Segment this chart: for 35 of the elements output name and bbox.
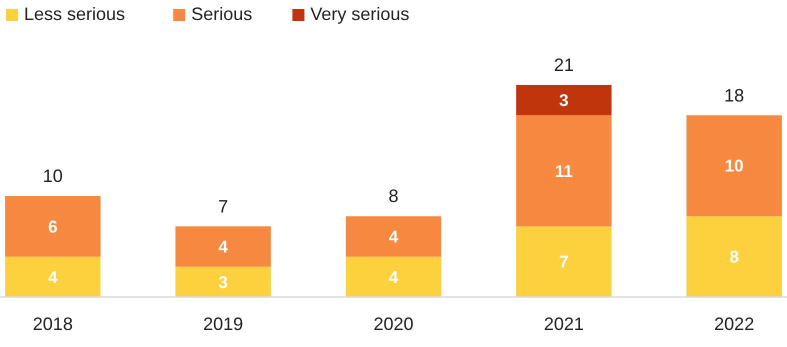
data-label: 6: [48, 217, 58, 236]
data-label: 3: [218, 272, 228, 292]
bar: [175, 266, 271, 297]
total-label: 8: [388, 186, 399, 206]
data-label: 10: [724, 156, 744, 176]
bar: [516, 226, 612, 297]
legend-label: Serious: [191, 4, 252, 24]
data-label: 11: [554, 162, 573, 181]
data-label: 4: [388, 268, 399, 287]
bar: [516, 85, 612, 116]
data-label: 3: [559, 91, 569, 110]
total-label: 21: [554, 55, 574, 75]
data-label: 8: [729, 248, 739, 267]
bar: [5, 196, 101, 257]
x-tick-label: 2021: [544, 314, 584, 334]
x-tick-label: 2020: [373, 314, 414, 334]
bar: [346, 216, 442, 257]
x-tick-label: 2018: [32, 314, 73, 334]
total-label: 7: [218, 196, 228, 216]
total-label: 18: [724, 85, 744, 106]
data-label: 7: [559, 252, 569, 272]
bar: [686, 216, 782, 297]
data-label: 4: [48, 268, 58, 287]
bar: [346, 256, 442, 297]
data-label: 4: [388, 227, 399, 246]
bar: [686, 115, 782, 216]
bar: [5, 256, 101, 297]
data-label: 4: [218, 237, 228, 256]
total-label: 10: [42, 166, 63, 186]
legend-label: Very serious: [310, 4, 410, 24]
legend-label: Less serious: [24, 4, 126, 24]
x-tick-label: 2022: [714, 314, 754, 334]
x-tick-label: 2019: [203, 314, 244, 334]
bar: [516, 115, 612, 226]
bar: [175, 226, 271, 267]
